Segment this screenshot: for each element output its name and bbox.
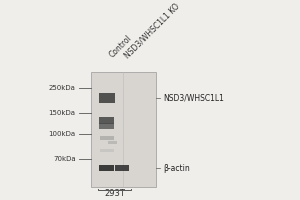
Bar — [115, 165, 129, 171]
Bar — [99, 93, 115, 103]
Bar — [100, 165, 114, 171]
Text: NSD3/WHSC1L1 KO: NSD3/WHSC1L1 KO — [123, 1, 181, 60]
Text: β-actin: β-actin — [164, 164, 190, 173]
Bar — [108, 141, 117, 144]
Text: 293T: 293T — [104, 189, 125, 198]
Text: 250kDa: 250kDa — [49, 85, 76, 91]
Bar — [100, 117, 114, 124]
Bar — [100, 149, 114, 152]
Text: Control: Control — [108, 34, 134, 60]
Text: 100kDa: 100kDa — [49, 131, 76, 137]
Bar — [91, 72, 156, 187]
Text: NSD3/WHSC1L1: NSD3/WHSC1L1 — [164, 93, 224, 102]
Text: 150kDa: 150kDa — [49, 110, 76, 116]
Bar — [100, 123, 114, 129]
Text: 70kDa: 70kDa — [53, 156, 76, 162]
Bar — [100, 136, 114, 140]
